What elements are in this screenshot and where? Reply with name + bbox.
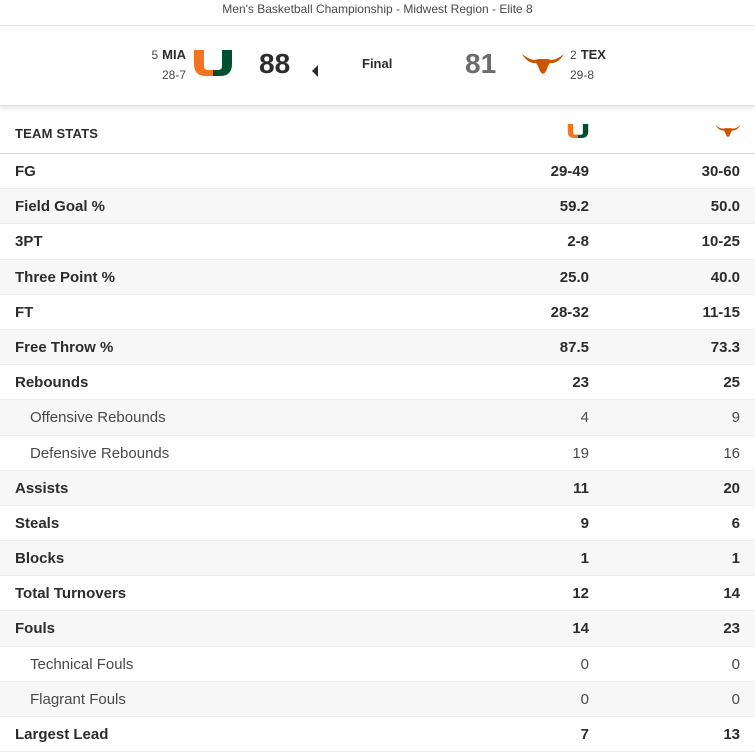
stat-label: Blocks [15,550,65,568]
stat-row: Rebounds 23 25 [0,365,755,401]
stat-home-value: 9 [731,409,740,427]
stat-row: Fouls 14 23 [0,611,755,647]
stat-label: Assists [15,479,69,497]
stat-row: FT 28-32 11-15 [0,295,755,330]
away-abbr: MIA [162,47,186,62]
stat-home-value: 40.0 [710,268,740,286]
stat-row: Blocks 1 1 [0,541,755,577]
stat-away-value: 9 [580,514,589,532]
stat-away-value: 11 [573,479,589,497]
stat-home-value: 14 [723,585,740,603]
stat-row: Flagrant Fouls 0 0 [0,681,755,717]
team-stats-header: TEAM STATS [0,112,755,154]
stat-row: Assists 11 20 [0,470,755,506]
stat-label: Largest Lead [15,726,109,743]
team-stats-rows: FG 29-49 30-60 Field Goal % 59.2 50.0 3PT 2-8 10… [0,154,755,752]
team-stats-table: TEAM STATS FG 29-49 30-60 Field Goal % 59.2 5… [0,112,755,752]
stat-row: Defensive Rebounds 19 16 [0,436,755,471]
home-team-info[interactable]: 2 TEX 29-8 [570,47,606,82]
stat-away-value: 23 [572,374,589,392]
stat-home-value: 0 [731,655,740,673]
stat-home-value: 11-15 [702,303,740,321]
home-score: 81 [465,48,497,79]
stat-label: Defensive Rebounds [30,444,170,462]
stat-row: Total Turnovers 12 14 [0,576,755,612]
stat-label: Flagrant Fouls [30,690,126,708]
stat-home-value: 20 [723,479,740,497]
stat-home-value: 6 [731,514,740,532]
stat-away-value: 2-8 [567,233,589,251]
scoreboard: 5 MIA 28-7 88 Final 81 2 TEX 29-8 [0,26,755,106]
away-record: 28-7 [161,68,186,82]
stat-label: FT [15,303,34,321]
stat-label: Free Throw % [15,338,114,356]
stat-away-value: 12 [572,585,589,603]
stat-row: Three Point % 25.0 40.0 [0,259,755,295]
stat-label: Three Point % [15,268,116,286]
stat-row: Offensive Rebounds 4 9 [0,400,755,436]
miami-logo-icon [567,124,589,143]
stat-home-value: 73.3 [710,338,740,356]
stat-label: FG [15,163,36,180]
stat-label: Offensive Rebounds [30,409,166,427]
stat-home-value: 10-25 [701,233,740,251]
stat-label: Total Turnovers [15,585,127,603]
game-status: Final [362,56,393,71]
home-record: 29-8 [570,68,595,82]
stat-home-value: 0 [731,690,740,708]
stat-away-value: 1 [580,550,589,568]
texas-longhorn-logo-icon[interactable] [522,52,564,79]
stat-row: Free Throw % 87.5 73.3 [0,329,755,366]
stat-away-value: 29-49 [550,163,589,180]
stat-row: 3PT 2-8 10-25 [0,224,755,260]
stat-away-value: 59.2 [559,198,589,216]
texas-longhorn-logo-icon [715,124,741,142]
stat-row: Largest Lead 7 13 [0,717,755,752]
stat-away-value: 4 [580,409,589,427]
stat-row: Steals 9 6 [0,506,755,542]
home-abbr: TEX [580,47,606,62]
stat-away-value: 0 [580,690,589,708]
miami-logo-icon[interactable] [194,50,232,81]
stat-home-value: 13 [723,726,740,743]
stat-away-value: 0 [580,655,589,673]
stat-label: Technical Fouls [30,655,134,673]
stat-home-value: 1 [731,550,740,568]
stat-home-value: 25 [723,374,740,392]
game-subtitle: Men's Basketball Championship - Midwest … [0,0,755,26]
stat-away-value: 7 [580,726,589,743]
stat-away-value: 25.0 [559,268,589,286]
stat-away-value: 87.5 [559,338,589,356]
away-score: 88 [259,48,291,79]
stat-label: Rebounds [15,374,89,392]
stat-label: 3PT [15,233,43,251]
winner-arrow-icon [312,65,318,77]
stat-home-value: 23 [723,620,740,638]
stat-row: Field Goal % 59.2 50.0 [0,189,755,225]
stat-label: Fouls [15,620,55,638]
stat-home-value: 16 [723,444,740,462]
stat-label: Field Goal % [15,198,106,216]
stat-away-value: 14 [572,620,589,638]
home-rank: 2 [570,48,577,62]
stat-row: FG 29-49 30-60 [0,154,755,190]
stat-away-value: 28-32 [550,303,589,321]
team-stats-title: TEAM STATS [15,126,99,141]
stat-away-value: 19 [572,444,589,462]
stat-home-value: 30-60 [701,163,740,180]
stat-home-value: 50.0 [710,198,740,216]
away-team-info[interactable]: 5 MIA 28-7 [150,47,186,82]
stat-row: Technical Fouls 0 0 [0,647,755,682]
stat-label: Steals [15,514,60,532]
away-rank: 5 [151,48,159,62]
